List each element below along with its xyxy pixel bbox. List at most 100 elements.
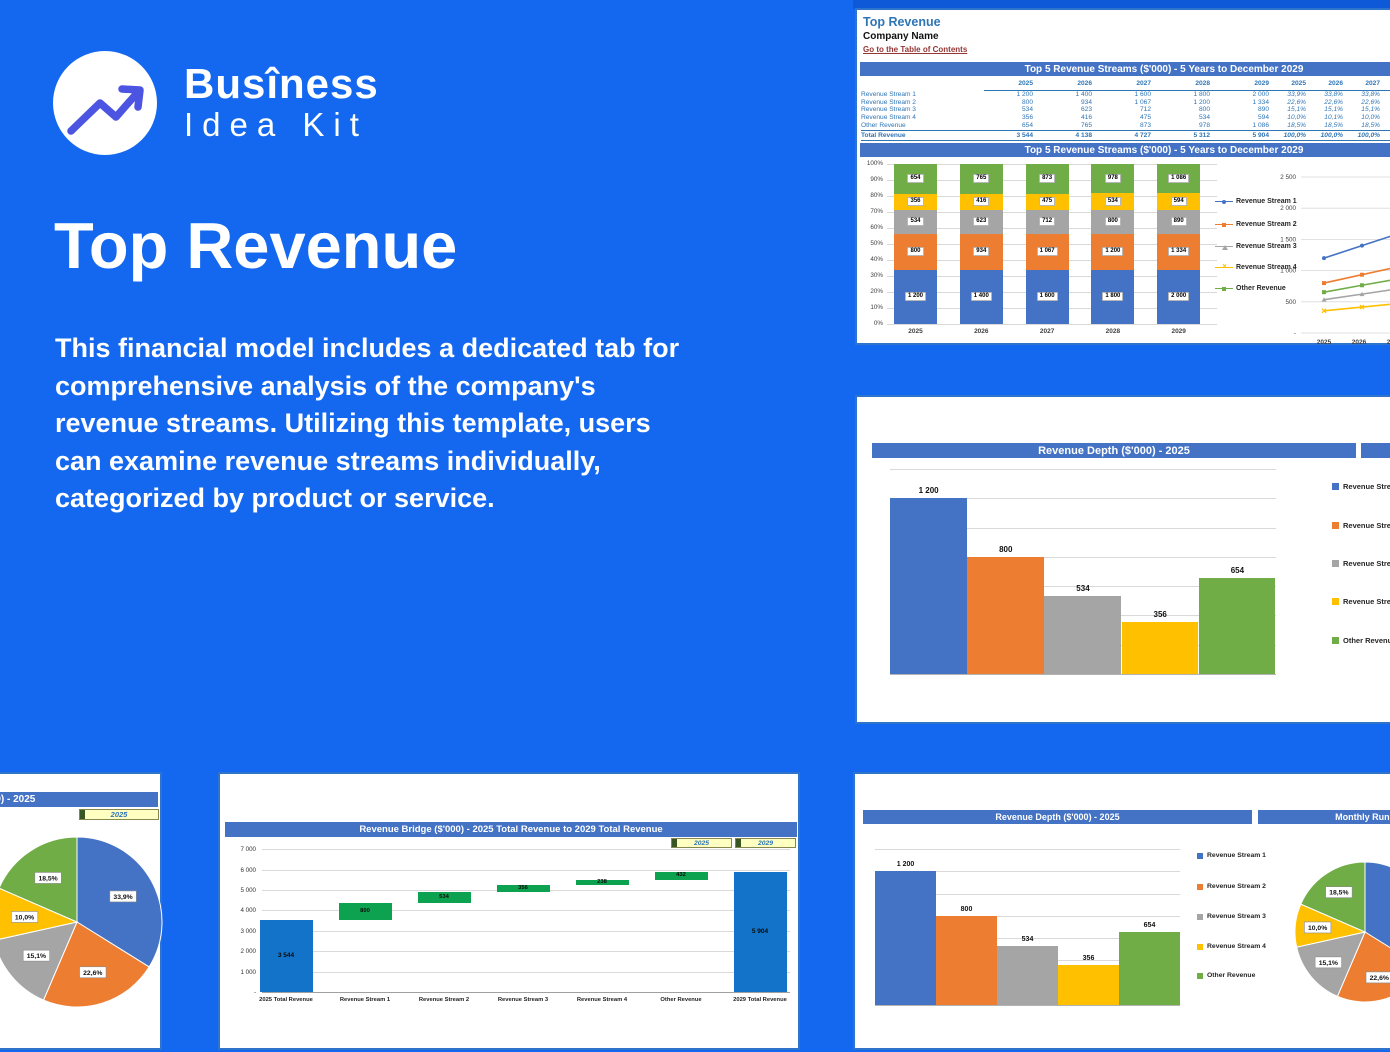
gridline (890, 586, 1276, 588)
segment-value-label: 934 (973, 247, 990, 257)
stacked-bar: 2 000 1 334 890 594 1 086 (1157, 164, 1201, 324)
legend-item: Revenue Stream 3 (1215, 243, 1297, 250)
legend-marker-circle-icon (1222, 199, 1226, 204)
depth-bar (1121, 621, 1199, 674)
legend-label: Revenue Stream 4 (1207, 943, 1266, 950)
line-marker-circle-icon (1322, 256, 1326, 261)
table-of-contents-link[interactable]: Go to the Table of Contents (863, 45, 968, 54)
value-cell: 534 (1198, 114, 1210, 122)
legend-square-icon (1332, 637, 1339, 644)
bar-value-label: 1 200 (918, 486, 939, 496)
pct-cell: 10,1% (1324, 114, 1343, 122)
bar-value-label: 534 (439, 894, 449, 901)
stacked-bar-segment: 934 (959, 233, 1003, 270)
legend-square-icon (1197, 943, 1203, 950)
pie-label-box (10, 911, 39, 923)
y-tick-label: 3 000 (240, 927, 256, 935)
y-tick-label: 20% (870, 288, 883, 295)
pie-label: 15,1% (1319, 960, 1338, 967)
stacked-bar-segment: 800 (1091, 209, 1135, 234)
legend-line-marker-icon (1215, 285, 1233, 292)
depth-title-bar: Revenue Depth ($'000) - 2025 (872, 443, 1356, 458)
legend-item: Other Revenue (1197, 972, 1255, 979)
gridline (890, 469, 1276, 470)
legend-square-icon (1197, 883, 1203, 890)
value-cell: 623 (1080, 106, 1092, 114)
year-column-header: 2029 (1220, 78, 1279, 91)
line-marker-square-icon (1322, 281, 1326, 286)
year-dropdown[interactable]: 2025 (79, 809, 159, 820)
next-section-title-bar-sliver (1361, 443, 1390, 458)
bridge-end-year-dropdown[interactable]: 2029 (735, 838, 796, 848)
line-marker-triangle-icon (1359, 291, 1365, 297)
depth-bar (875, 871, 936, 1005)
legend-marker-triangle-icon (1222, 244, 1228, 250)
bridge-title-bar: Revenue Bridge ($'000) - 2025 Total Reve… (225, 822, 797, 837)
sheet-title: Top Revenue (863, 15, 941, 29)
stacked-bar-segment: 594 (1157, 193, 1201, 210)
value-cell: 1 086 (1252, 121, 1269, 129)
pie-label: 22,6% (83, 970, 102, 977)
segment-value-label: 356 (907, 197, 924, 207)
gridline (890, 498, 1276, 500)
stacked-bar-segment: 765 (959, 164, 1003, 194)
legend-square-icon (1197, 852, 1203, 859)
legend-label: Revenue Stream 1 (1236, 198, 1297, 205)
legend-item: Revenue Stream 2 (1215, 221, 1297, 228)
depth-bar (936, 915, 997, 1005)
panel-edge-strip (853, 0, 1390, 9)
segment-value-label: 765 (973, 174, 990, 184)
legend-item: Revenue Stream 1 (1332, 482, 1390, 491)
brand-name: Busîness Idea Kit (184, 62, 379, 144)
legend-square-icon (1332, 522, 1339, 529)
legend-item: Revenue Stream 4 (1332, 597, 1390, 606)
legend-item: Other Revenue (1215, 285, 1286, 292)
bar-value-label: 3 544 (277, 951, 295, 959)
depth-bar (1198, 578, 1276, 674)
pie-label-box (22, 949, 50, 962)
pct-cell: 33,9% (1287, 91, 1306, 98)
value-cell: 475 (1139, 114, 1151, 122)
brand-name-line1: Busîness (184, 60, 379, 107)
stacked-bar-segment: 1 334 (1157, 233, 1201, 270)
dropdown-marker-icon (672, 839, 677, 847)
segment-value-label: 1 200 (904, 292, 926, 302)
bar-value-label: 800 (960, 905, 973, 913)
legend-label: Other Revenue (1207, 972, 1256, 979)
pie-label-box (1325, 886, 1353, 899)
pie-label-box (1314, 956, 1342, 969)
depth2-bar-plot: 1 200 800 534 356 654 (875, 849, 1180, 1006)
panel-revenue-bridge: Revenue Bridge ($'000) - 2025 Total Reve… (218, 772, 800, 1050)
bar-value-label: 654 (1230, 566, 1245, 576)
legend-label: Revenue Stream 3 (1343, 559, 1390, 568)
gridline (262, 971, 790, 973)
pie-label: 18,5% (1329, 890, 1348, 897)
bar-value-label: 356 (1082, 955, 1095, 963)
gridline (890, 556, 1276, 558)
legend-item: Revenue Stream 2 (1197, 883, 1266, 890)
y-tick-label: - (253, 989, 256, 996)
bar-value-label: 800 (999, 544, 1013, 554)
value-cell: 1 200 (1016, 91, 1033, 98)
pct-cell: 18,5% (1324, 121, 1343, 129)
value-cell: 934 (1080, 98, 1092, 106)
legend-square-icon (1197, 913, 1203, 920)
total-value-cell: 5 312 (1161, 129, 1220, 142)
pie-label: 18,5% (38, 875, 57, 882)
stacked-chart-plot: 1 200 800 534 356 654 1 400 934 623 416 765 1 600 1… (887, 164, 1217, 325)
pct-cell: 33,8% (1361, 91, 1380, 98)
row-label: Revenue Stream 1 (861, 91, 916, 98)
pie-slice (0, 888, 79, 940)
legend-label: Revenue Stream 4 (1343, 597, 1390, 606)
x-axis-label: Revenue Stream 4 (576, 997, 628, 1003)
bar-value-label: 5 904 (751, 927, 769, 935)
stacked-bar-segment: 1 800 (1091, 269, 1135, 324)
segment-value-label: 890 (1170, 217, 1187, 227)
bridge-start-year-value: 2025 (693, 839, 710, 847)
total-value-cell: 3 544 (984, 129, 1043, 142)
bridge-start-year-dropdown[interactable]: 2025 (671, 838, 732, 848)
segment-value-label: 800 (1104, 217, 1121, 227)
legend-item: Revenue Stream 3 (1332, 559, 1390, 568)
bar-value-label: 534 (1021, 935, 1034, 943)
y-tick-label: 60% (870, 224, 883, 231)
